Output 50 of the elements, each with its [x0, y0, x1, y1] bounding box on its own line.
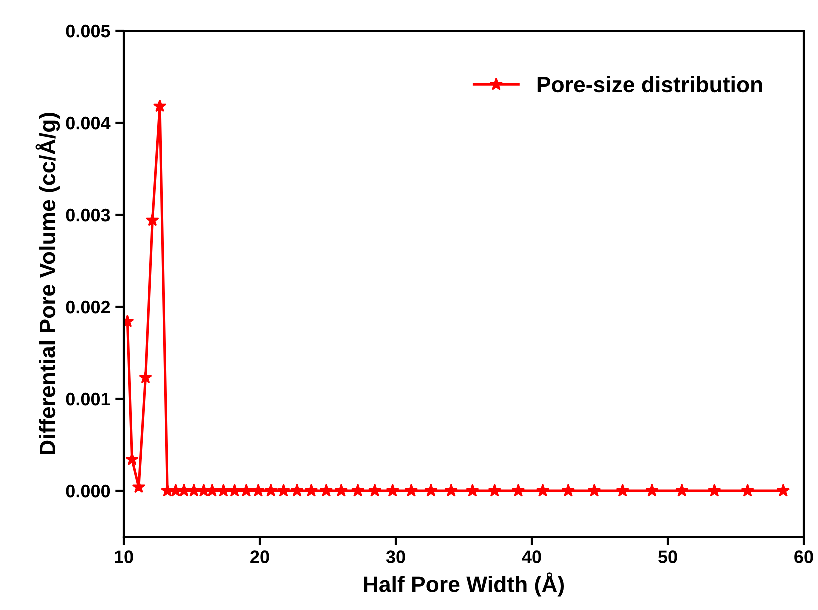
x-tick-label: 20 [250, 550, 270, 564]
y-tick-label: 0.003 [66, 208, 110, 222]
point [146, 214, 160, 226]
point [466, 484, 480, 497]
point [240, 484, 254, 497]
point [153, 99, 167, 112]
point [264, 484, 278, 497]
point [126, 452, 139, 466]
point [676, 484, 689, 497]
point [404, 484, 418, 497]
point [646, 484, 659, 497]
y-tick-label: 0.002 [66, 300, 110, 314]
point [536, 484, 550, 497]
x-axis-title: Half Pore Width (Å) [364, 572, 564, 597]
y-axis-title: Differential Pore Volume (cc/Å/g) [36, 113, 60, 455]
x-tick-label: 10 [115, 550, 134, 564]
point [139, 370, 152, 384]
point [444, 484, 458, 497]
point [741, 484, 754, 497]
x-tick-label: 50 [658, 550, 678, 564]
point [588, 484, 602, 497]
point [217, 484, 230, 497]
point [386, 484, 400, 497]
x-tick-label: 40 [522, 550, 542, 564]
point [277, 484, 290, 497]
point [562, 484, 576, 497]
x-tick-label: 30 [386, 550, 406, 564]
y-tick-label: 0.001 [66, 392, 110, 406]
legend-label: Pore-size distribution [538, 76, 762, 93]
point [252, 484, 266, 497]
point [708, 484, 722, 497]
point [424, 484, 438, 497]
point [334, 484, 348, 497]
point [290, 484, 304, 497]
point [320, 484, 334, 497]
y-tick-label: 0.005 [66, 24, 110, 38]
point [304, 484, 318, 497]
point [616, 484, 630, 497]
point [228, 484, 242, 497]
point [351, 484, 365, 497]
point [188, 484, 201, 497]
x-tick-label: 60 [794, 550, 814, 564]
point [488, 484, 502, 497]
y-tick-label: 0.004 [66, 116, 111, 130]
point [776, 484, 790, 497]
point [178, 484, 191, 497]
y-tick-label: 0.000 [66, 484, 110, 498]
point [206, 484, 220, 497]
point [368, 484, 382, 497]
point [512, 484, 526, 497]
